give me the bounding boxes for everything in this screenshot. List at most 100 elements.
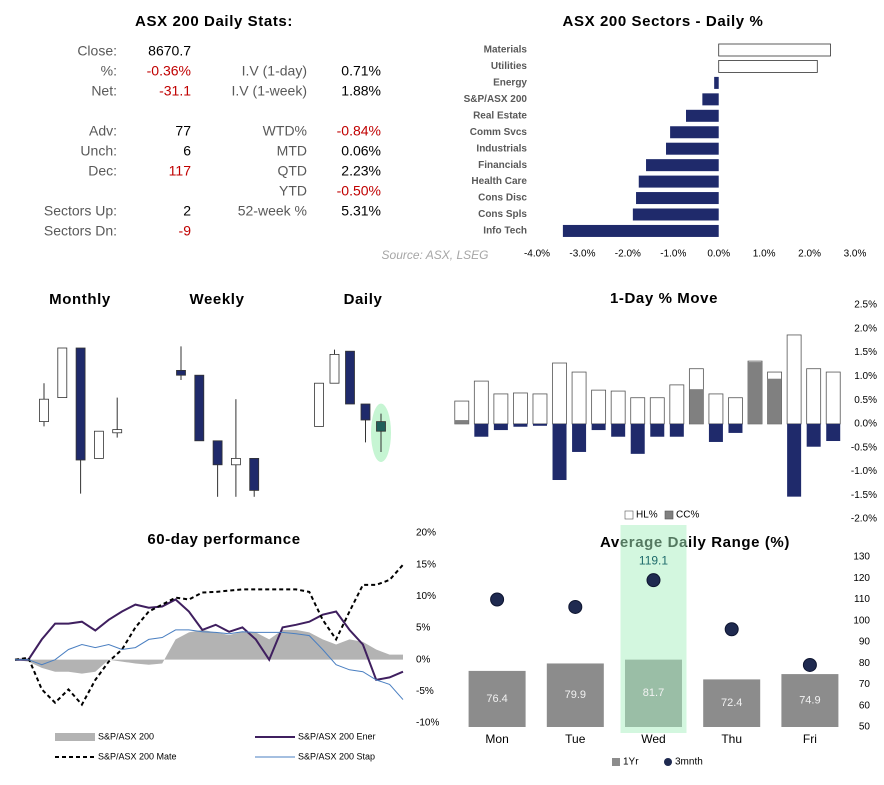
point: [724, 622, 739, 637]
x-tick-label: 0.0%: [707, 249, 730, 260]
category-label: Materials: [484, 45, 528, 56]
x-tick-label: Thu: [721, 732, 742, 746]
stat-label: I.V (1-week): [232, 83, 307, 99]
chart-title: ASX 200 Sectors - Daily %: [563, 13, 764, 30]
y-tick-label: 110: [854, 594, 870, 605]
bar: [708, 423, 723, 442]
candle-body: [75, 347, 86, 461]
candle-body: [94, 430, 104, 459]
bar: [591, 389, 607, 425]
stat-value: 1.88%: [341, 83, 381, 99]
stat-label: Dec:: [88, 163, 117, 179]
stat-label: MTD: [277, 143, 307, 159]
bar: [571, 371, 587, 425]
bar: [718, 43, 831, 57]
x-tick-label: -1.0%: [660, 249, 686, 260]
x-tick-label: 3.0%: [844, 249, 867, 260]
data-label: 72.4: [721, 697, 742, 709]
candle-body: [376, 421, 386, 432]
stat-value: 2: [183, 203, 191, 219]
x-tick-label: -3.0%: [569, 249, 595, 260]
y-tick-label: 10%: [416, 591, 436, 602]
x-tick-label: Mon: [485, 732, 508, 746]
chart-title: Daily: [344, 291, 383, 308]
candle-body: [176, 369, 186, 376]
stat-label: YTD: [279, 183, 307, 199]
candle-body: [112, 429, 123, 434]
bar: [493, 393, 509, 425]
point: [646, 573, 661, 588]
category-label: Info Tech: [483, 226, 527, 237]
point: [568, 599, 583, 614]
x-tick-label: Tue: [565, 732, 586, 746]
bar: [702, 93, 719, 106]
bar: [630, 423, 645, 454]
category-label: Energy: [493, 78, 527, 89]
bar: [532, 393, 548, 425]
y-tick-label: 0%: [416, 654, 431, 665]
candle-body: [194, 374, 205, 442]
stat-value: 77: [175, 123, 191, 139]
bar: [552, 362, 567, 425]
bar: [474, 423, 489, 437]
bar: [666, 142, 719, 155]
legend-label: 3mnth: [675, 757, 703, 768]
bar: [748, 362, 763, 424]
y-tick-label: 100: [853, 615, 870, 626]
line: [15, 598, 404, 682]
bar: [670, 126, 719, 139]
bar: [630, 397, 646, 425]
data-label: 119.1: [639, 553, 668, 567]
bar: [686, 109, 719, 122]
bar: [669, 423, 684, 437]
bar: [649, 397, 665, 425]
y-tick-label: -1.0%: [851, 466, 877, 477]
stat-label: %:: [101, 63, 117, 79]
stat-label: I.V (1-day): [242, 63, 307, 79]
bar: [728, 423, 743, 433]
stat-value: -0.36%: [147, 63, 191, 79]
y-tick-label: 70: [859, 679, 871, 690]
legend-label: 1Yr: [623, 757, 639, 768]
bar: [806, 423, 821, 447]
bar: [610, 390, 626, 425]
candle-body: [57, 347, 68, 398]
candle-body: [345, 350, 355, 405]
y-tick-label: 1.0%: [854, 371, 877, 382]
y-tick-label: 60: [859, 700, 871, 711]
chart-title: Weekly: [189, 291, 244, 308]
legend-label: CC%: [676, 510, 699, 521]
y-tick-label: 50: [859, 722, 871, 733]
bar: [646, 159, 719, 172]
data-label: 81.7: [643, 687, 664, 699]
stat-value: 8670.7: [148, 43, 191, 59]
y-tick-label: 0.5%: [854, 395, 877, 406]
chart-title: 60-day performance: [147, 531, 300, 548]
y-tick-label: 120: [853, 573, 870, 584]
bar: [513, 392, 528, 425]
stat-value: 0.06%: [341, 143, 381, 159]
stat-label: WTD%: [263, 123, 307, 139]
category-label: Cons Spls: [478, 209, 527, 220]
bar: [689, 389, 704, 424]
legend-label: S&P/ASX 200 Mate: [98, 751, 177, 761]
point: [490, 592, 505, 607]
stat-label: Unch:: [80, 143, 117, 159]
candle-body: [249, 457, 260, 491]
stat-value: 6: [183, 143, 191, 159]
legend-label: S&P/ASX 200: [98, 731, 154, 741]
stat-value: 2.23%: [341, 163, 381, 179]
legend-label: S&P/ASX 200 Ener: [298, 731, 376, 741]
legend-swatch: [55, 733, 95, 741]
bar: [767, 378, 782, 424]
stat-value: 0.71%: [341, 63, 381, 79]
category-label: Comm Svcs: [470, 127, 528, 138]
y-tick-label: 0.0%: [854, 419, 877, 430]
bar: [708, 393, 724, 425]
bar: [473, 380, 489, 425]
data-label: 79.9: [565, 689, 586, 701]
bar: [552, 423, 567, 481]
stat-value: -31.1: [159, 83, 191, 99]
x-tick-label: Fri: [803, 732, 817, 746]
bar: [669, 384, 685, 425]
